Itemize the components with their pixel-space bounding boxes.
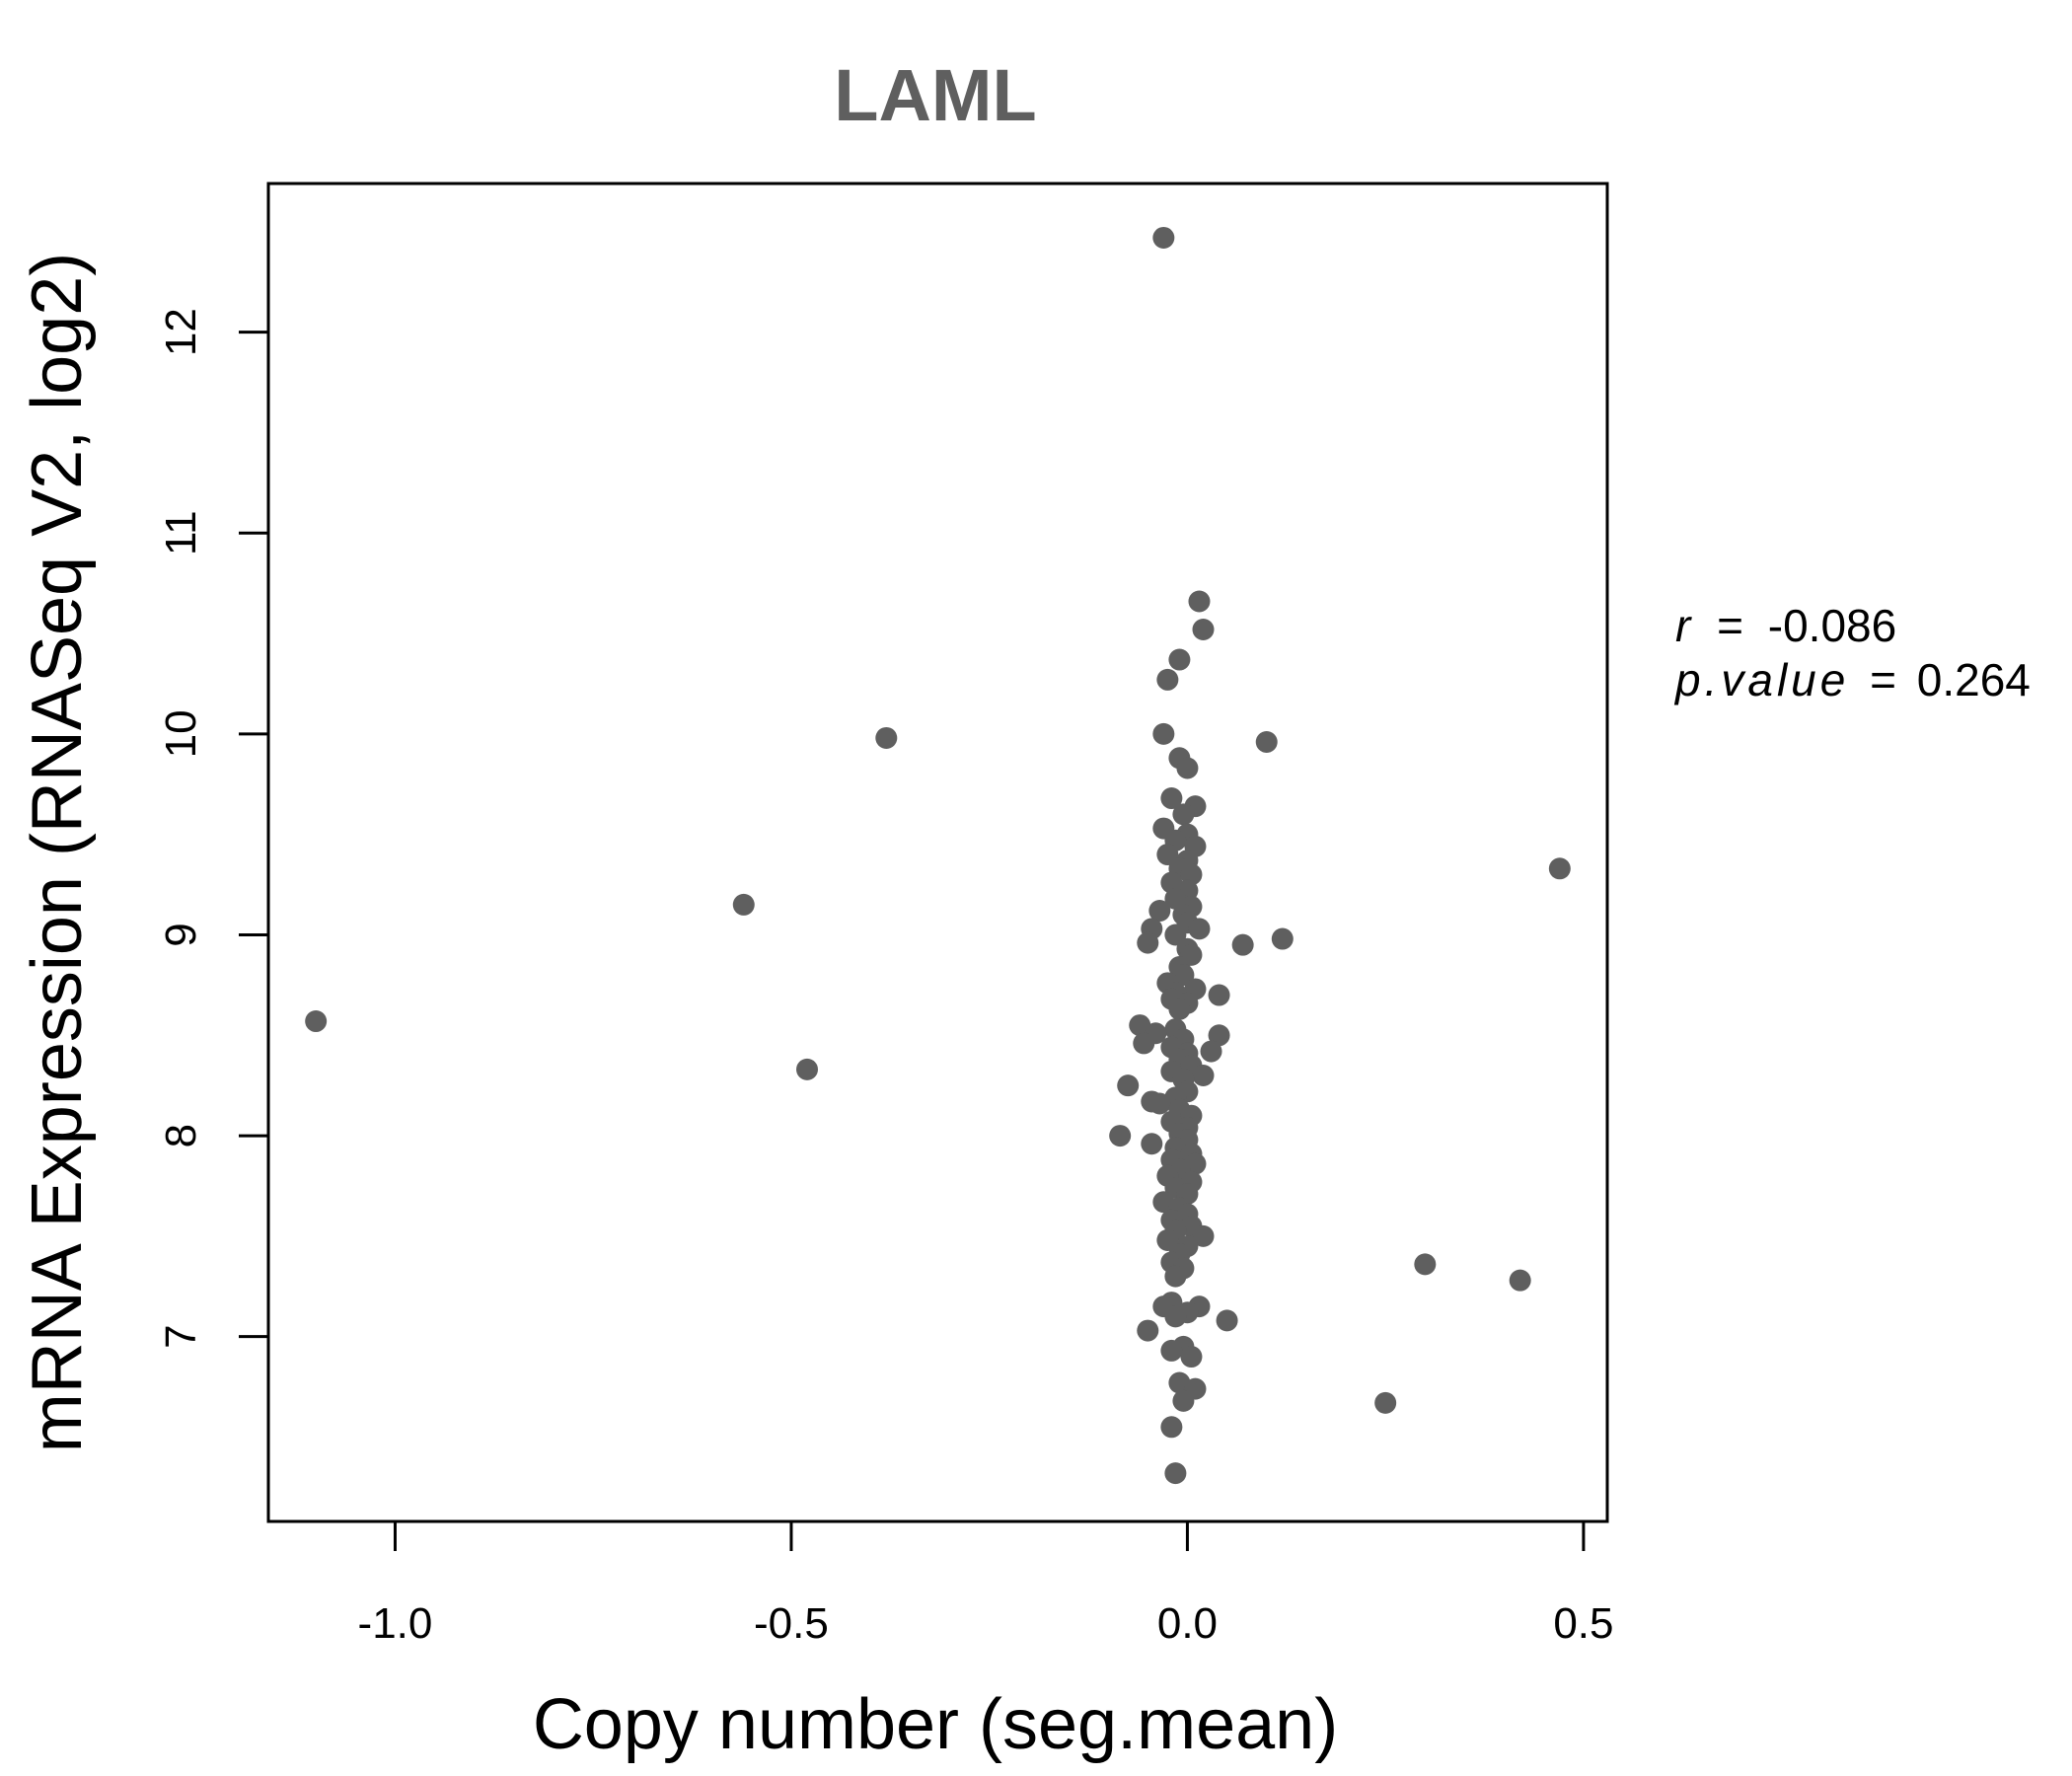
data-point <box>1509 1269 1531 1292</box>
data-point <box>1255 731 1278 754</box>
data-point <box>1156 668 1179 691</box>
data-point <box>1168 998 1191 1020</box>
x-tick-label: 0.0 <box>1157 1599 1218 1648</box>
correlation-stats: r = -0.086 p.value = 0.264 <box>1673 600 2031 705</box>
data-point <box>1271 927 1294 950</box>
x-tick-label: -0.5 <box>754 1599 829 1648</box>
r-statistic: r = -0.086 <box>1675 600 1896 651</box>
y-tick-label: 8 <box>157 1124 205 1147</box>
data-point <box>1164 1265 1187 1288</box>
x-axis-title: Copy number (seg.mean) <box>533 1685 1338 1764</box>
data-point <box>1168 648 1191 671</box>
data-point <box>1192 619 1215 640</box>
y-tick-label: 11 <box>157 510 205 555</box>
data-point <box>1160 787 1183 810</box>
data-point <box>1374 1391 1397 1414</box>
data-point <box>1176 757 1199 779</box>
data-point <box>1137 1319 1159 1342</box>
y-axis-title: mRNA Expression (RNASeq V2, log2) <box>18 253 97 1452</box>
data-point <box>1141 1133 1163 1155</box>
data-point <box>1172 803 1195 826</box>
p-value: 0.264 <box>1917 654 2031 705</box>
data-point <box>796 1058 819 1080</box>
data-point <box>1148 900 1171 923</box>
data-point <box>1148 1092 1171 1115</box>
data-point <box>875 726 898 749</box>
r-label: r <box>1675 600 1692 651</box>
data-point <box>1172 1389 1195 1412</box>
p-value-statistic: p.value = 0.264 <box>1673 654 2031 705</box>
r-equals: = <box>1717 600 1743 651</box>
data-points <box>305 226 1571 1485</box>
data-point <box>1200 1040 1222 1063</box>
y-tick-label: 7 <box>157 1324 205 1348</box>
data-point <box>1160 1416 1183 1439</box>
p-value-label: p.value <box>1673 654 1849 705</box>
data-point <box>1109 1125 1132 1147</box>
data-point <box>1548 857 1571 880</box>
x-tick-label: -1.0 <box>358 1599 433 1648</box>
data-point <box>1164 1305 1187 1328</box>
data-point <box>1208 1024 1230 1047</box>
data-point <box>1133 1032 1155 1055</box>
data-point <box>1216 1309 1238 1332</box>
data-point <box>1414 1253 1437 1276</box>
data-point <box>1180 1346 1203 1369</box>
y-tick-label: 9 <box>157 923 205 946</box>
y-axis: 7 8 9 10 11 12 <box>157 308 268 1349</box>
data-point <box>732 893 755 916</box>
data-point <box>1192 1065 1215 1086</box>
x-axis: -1.0 -0.5 0.0 0.5 <box>358 1521 1613 1648</box>
data-point <box>1231 933 1254 956</box>
x-tick-label: 0.5 <box>1553 1599 1613 1648</box>
data-point <box>1152 226 1175 249</box>
data-point <box>1117 1074 1140 1097</box>
data-point <box>1152 722 1175 745</box>
data-point <box>1208 984 1230 1006</box>
data-point <box>305 1010 328 1033</box>
p-equals: = <box>1870 654 1896 705</box>
data-point <box>1188 590 1211 613</box>
data-point <box>1164 1462 1187 1485</box>
y-tick-label: 10 <box>157 709 205 758</box>
data-point <box>1192 1224 1215 1247</box>
chart-title: LAML <box>834 54 1037 136</box>
r-value: -0.086 <box>1768 600 1896 651</box>
y-tick-label: 12 <box>157 308 205 356</box>
data-point <box>1160 1339 1183 1362</box>
data-point <box>1188 918 1211 940</box>
plot-frame <box>266 182 1609 1523</box>
data-point <box>1137 931 1159 954</box>
